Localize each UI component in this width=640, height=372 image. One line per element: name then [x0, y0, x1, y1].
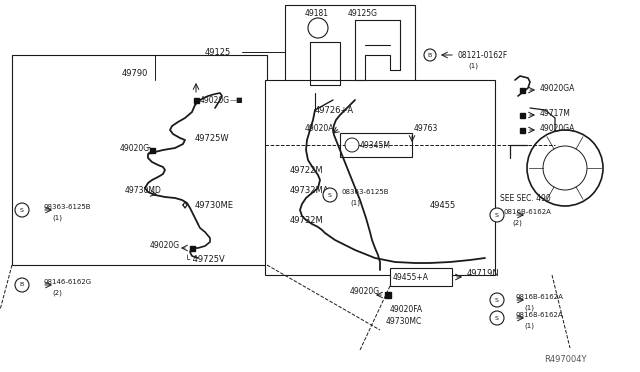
Circle shape — [308, 18, 328, 38]
Text: 49125: 49125 — [205, 48, 231, 57]
Text: 49455: 49455 — [430, 201, 456, 209]
Text: S: S — [328, 192, 332, 198]
Text: 08168-6162A: 08168-6162A — [516, 312, 564, 318]
Text: 49020G: 49020G — [200, 96, 230, 105]
Text: SEE SEC. 490: SEE SEC. 490 — [500, 193, 551, 202]
Text: 49732MA: 49732MA — [290, 186, 330, 195]
Circle shape — [490, 208, 504, 222]
Text: 49730MD: 49730MD — [125, 186, 162, 195]
Text: R497004Y: R497004Y — [544, 356, 586, 365]
Text: (1): (1) — [524, 305, 534, 311]
Text: 49020GA: 49020GA — [540, 124, 575, 132]
Text: 49125G: 49125G — [348, 9, 378, 17]
Text: 49020A: 49020A — [305, 124, 335, 132]
Bar — [285, 5, 415, 93]
Circle shape — [424, 49, 436, 61]
Text: 49020GA: 49020GA — [540, 83, 575, 93]
Text: S: S — [20, 208, 24, 212]
Bar — [520, 112, 525, 118]
Text: 49455+A: 49455+A — [393, 273, 429, 282]
Bar — [150, 148, 154, 153]
Text: 49020G: 49020G — [120, 144, 150, 153]
Bar — [390, 268, 452, 286]
Text: 49763: 49763 — [414, 124, 438, 132]
Text: B: B — [428, 52, 432, 58]
Text: 49717M: 49717M — [540, 109, 571, 118]
Bar — [189, 246, 195, 250]
Text: 49722M: 49722M — [290, 166, 324, 174]
Text: 0816B-6162A: 0816B-6162A — [516, 294, 564, 300]
Text: B: B — [20, 282, 24, 288]
Text: 08146-6162G: 08146-6162G — [44, 279, 92, 285]
Circle shape — [490, 293, 504, 307]
Text: 0816B-6162A: 0816B-6162A — [504, 209, 552, 215]
Text: (1): (1) — [350, 200, 360, 206]
Text: —■: —■ — [230, 97, 244, 103]
Bar — [265, 80, 495, 275]
Bar — [193, 97, 198, 103]
Bar — [12, 55, 267, 265]
Text: S: S — [495, 298, 499, 302]
Text: 49725W: 49725W — [195, 134, 230, 142]
Text: 49726+A: 49726+A — [315, 106, 354, 115]
Text: 08363-6125B: 08363-6125B — [342, 189, 390, 195]
Text: (1): (1) — [468, 63, 478, 69]
Text: (1): (1) — [52, 215, 62, 221]
Text: 49730MC: 49730MC — [386, 317, 422, 327]
Text: (1): (1) — [524, 323, 534, 329]
Bar — [340, 133, 412, 157]
Text: 49790: 49790 — [122, 68, 148, 77]
Text: 49732M: 49732M — [290, 215, 324, 224]
Bar — [385, 292, 391, 298]
Circle shape — [323, 188, 337, 202]
Text: 49181: 49181 — [305, 9, 329, 17]
Text: (2): (2) — [512, 220, 522, 226]
Circle shape — [490, 311, 504, 325]
Bar — [520, 87, 525, 93]
Text: S: S — [495, 212, 499, 218]
Text: 08121-0162F: 08121-0162F — [458, 51, 508, 60]
Text: └ 49725V: └ 49725V — [185, 256, 225, 264]
Text: 49020FA: 49020FA — [390, 305, 423, 314]
Text: 49020G: 49020G — [350, 288, 380, 296]
Text: S: S — [495, 315, 499, 321]
Circle shape — [345, 138, 359, 152]
Circle shape — [15, 203, 29, 217]
Text: 49730ME: 49730ME — [195, 201, 234, 209]
Text: 49719N: 49719N — [467, 269, 500, 279]
Bar — [520, 128, 525, 132]
Circle shape — [15, 278, 29, 292]
Text: (2): (2) — [52, 290, 62, 296]
Text: 49345M: 49345M — [360, 141, 391, 150]
Text: 08363-6125B: 08363-6125B — [44, 204, 92, 210]
Text: 49020G: 49020G — [150, 241, 180, 250]
